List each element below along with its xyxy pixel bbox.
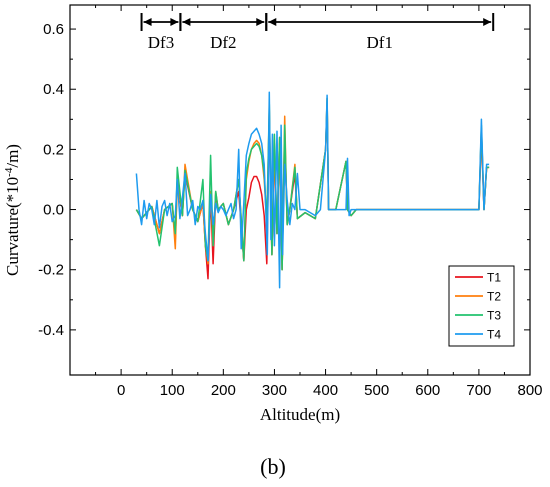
x-tick-label: 600 — [415, 382, 440, 399]
segment-arrowhead — [483, 18, 492, 26]
x-tick-label: 0 — [117, 382, 125, 399]
x-tick-label: 400 — [313, 382, 338, 399]
y-tick-label: 0.6 — [43, 21, 64, 38]
y-tick-label: 0.4 — [43, 81, 64, 98]
legend-label: T2 — [487, 290, 501, 304]
x-tick-label: 200 — [211, 382, 236, 399]
x-tick-label: 300 — [262, 382, 287, 399]
segment-label: Df1 — [367, 33, 393, 52]
legend-label: T1 — [487, 271, 501, 285]
segment-arrowhead — [256, 18, 265, 26]
legend-box — [448, 265, 515, 347]
segment-label: Df3 — [148, 33, 174, 52]
y-tick-label: -0.4 — [38, 322, 64, 339]
segment-arrowhead — [268, 18, 277, 26]
x-axis-label: Altitude(m) — [260, 405, 340, 424]
legend-label: T4 — [487, 328, 501, 342]
legend-label: T3 — [487, 309, 501, 323]
x-tick-label: 500 — [364, 382, 389, 399]
x-tick-label: 800 — [517, 382, 542, 399]
segment-annotations: Df3 Df2 Df1 — [140, 13, 495, 52]
y-label-text: Curvature(*10 — [3, 177, 22, 276]
series-line-t3 — [135, 97, 490, 271]
segment-arrowhead — [143, 18, 152, 26]
series-line-t2 — [135, 97, 490, 271]
y-label-exponent: -4 — [3, 167, 15, 177]
figure-caption: (b) — [260, 454, 286, 479]
y-tick-label: 0.0 — [43, 202, 64, 219]
y-tick-label: -0.2 — [38, 262, 64, 279]
x-tick-label: 700 — [466, 382, 491, 399]
series-line-t4 — [135, 91, 490, 289]
y-axis-label: Curvature(*10-4/m) — [3, 144, 22, 276]
series-group — [135, 91, 490, 289]
axis-ticks: 0 100 200 300 400 500 600 700 800 -0.4 -0.2 0.0 0.2 0… — [38, 5, 543, 399]
legend: T1 T2 T3 T4 — [448, 265, 515, 347]
segment-label: Df2 — [210, 33, 236, 52]
y-tick-label: 0.2 — [43, 141, 64, 158]
y-label-unit: /m) — [3, 144, 22, 168]
x-tick-label: 100 — [160, 382, 185, 399]
segment-arrowhead — [170, 18, 179, 26]
segment-arrowhead — [182, 18, 191, 26]
